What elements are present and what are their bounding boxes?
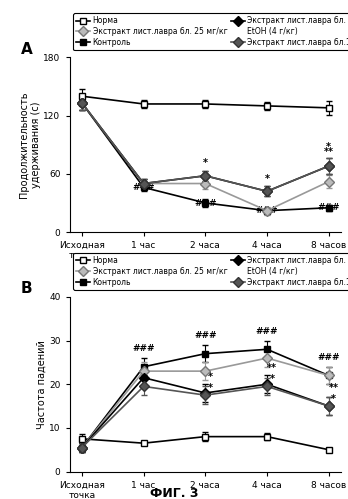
- Text: *: *: [208, 383, 213, 393]
- Legend: Норма, Экстракт лист.лавра бл. 25 мг/кг, Контроль, Экстракт лист.лавра бл. 50 мг: Норма, Экстракт лист.лавра бл. 25 мг/кг,…: [73, 252, 348, 289]
- Text: *: *: [326, 143, 331, 153]
- Text: ###: ###: [132, 344, 155, 353]
- Text: ФИГ. 3: ФИГ. 3: [150, 487, 198, 499]
- Text: A: A: [21, 42, 32, 57]
- Text: **: **: [329, 383, 339, 393]
- Y-axis label: Частота падений: Частота падений: [36, 340, 46, 429]
- Text: *: *: [208, 372, 213, 382]
- Text: **: **: [267, 363, 277, 373]
- Text: ###: ###: [317, 352, 340, 361]
- Text: *: *: [331, 394, 336, 404]
- Y-axis label: Продолжительность
удерживания (с): Продолжительность удерживания (с): [19, 91, 41, 198]
- Text: **: **: [324, 147, 334, 157]
- Text: B: B: [21, 281, 32, 296]
- Text: *: *: [203, 158, 208, 168]
- Text: ###: ###: [256, 206, 278, 215]
- Text: ###: ###: [194, 331, 216, 340]
- Text: *: *: [269, 374, 275, 384]
- Text: ###: ###: [194, 199, 216, 208]
- Text: *: *: [264, 174, 269, 184]
- Text: ###: ###: [132, 183, 155, 192]
- Text: ###: ###: [256, 327, 278, 336]
- Text: ###: ###: [317, 203, 340, 212]
- Legend: Норма, Экстракт лист.лавра бл. 25 мг/кг, Контроль, Экстракт лист.лавра бл. 50 мг: Норма, Экстракт лист.лавра бл. 25 мг/кг,…: [73, 13, 348, 50]
